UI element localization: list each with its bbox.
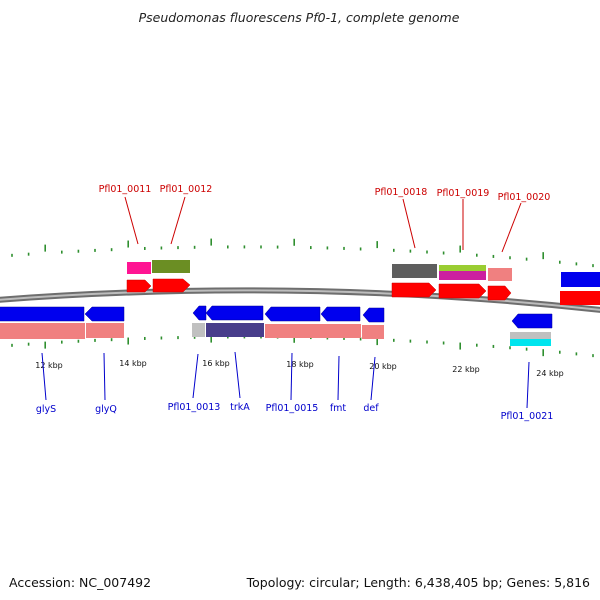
gene-label-glyQ[interactable]: glyQ: [95, 404, 117, 415]
feature-box[interactable]: [192, 323, 205, 337]
feature-box[interactable]: [321, 324, 361, 338]
cds-arrow[interactable]: [487, 285, 512, 301]
feature-box[interactable]: [439, 265, 486, 271]
bottom-tick-row: [11, 335, 594, 358]
cds-arrow[interactable]: [152, 278, 191, 293]
gene-label-Pfl01_0019[interactable]: Pfl01_0019: [437, 188, 490, 199]
gene-label-Pfl01_0012[interactable]: Pfl01_0012: [160, 184, 213, 195]
feature-box[interactable]: [206, 323, 264, 337]
scale-label-20kbp: 20 kbp: [369, 362, 397, 371]
feature-box[interactable]: [265, 324, 321, 338]
gene-label-glyS[interactable]: glyS: [36, 404, 56, 415]
gene-label-fmt[interactable]: fmt: [330, 403, 347, 414]
feature-box[interactable]: [127, 262, 151, 274]
gene-label-Pfl01_0020[interactable]: Pfl01_0020: [498, 192, 551, 203]
feature-box[interactable]: [362, 325, 384, 339]
gene-label-trkA[interactable]: trkA: [230, 402, 250, 413]
feature-box[interactable]: [439, 271, 486, 280]
feature-box[interactable]: [86, 323, 124, 338]
cds-arrow[interactable]: [561, 272, 600, 287]
scale-label-22kbp: 22 kbp: [452, 365, 480, 374]
cds-arrow[interactable]: [320, 306, 361, 322]
forward-strand-features: [126, 260, 600, 305]
gene-label-Pfl01_0015[interactable]: Pfl01_0015: [266, 403, 319, 414]
cds-arrow[interactable]: [264, 306, 321, 322]
feature-box[interactable]: [392, 264, 437, 278]
scale-label-24kbp: 24 kbp: [536, 369, 564, 378]
cds-arrow[interactable]: [391, 282, 437, 298]
accession-label: Accession: NC_007492: [9, 575, 152, 590]
reverse-gene-labels: glyS glyQ Pfl01_0013 trkA Pfl01_0015 fmt…: [36, 402, 554, 422]
cds-arrow[interactable]: [126, 279, 152, 293]
gene-label-Pfl01_0018[interactable]: Pfl01_0018: [375, 187, 428, 198]
reverse-callout-lines: [41, 351, 530, 409]
top-tick-row: [11, 238, 594, 268]
topology-label: Topology: circular; Length: 6,438,405 bp…: [246, 575, 590, 590]
cds-arrow[interactable]: [438, 283, 487, 299]
gene-label-Pfl01_0013[interactable]: Pfl01_0013: [168, 402, 221, 413]
cds-arrow[interactable]: [511, 313, 553, 329]
feature-box[interactable]: [510, 339, 551, 346]
reverse-strand-features: [0, 305, 553, 346]
feature-box[interactable]: [0, 323, 85, 339]
forward-callout-lines: [124, 196, 522, 253]
forward-gene-labels: Pfl01_0011 Pfl01_0012 Pfl01_0018 Pfl01_0…: [99, 184, 551, 203]
cds-arrow[interactable]: [362, 307, 385, 323]
scale-label-18kbp: 18 kbp: [286, 360, 314, 369]
scale-label-16kbp: 16 kbp: [202, 359, 230, 368]
gene-label-Pfl01_0011[interactable]: Pfl01_0011: [99, 184, 152, 195]
cds-arrow[interactable]: [192, 305, 207, 321]
feature-box[interactable]: [488, 268, 512, 281]
scale-label-14kbp: 14 kbp: [119, 359, 147, 368]
gene-label-Pfl01_0021[interactable]: Pfl01_0021: [501, 411, 554, 422]
feature-box[interactable]: [152, 260, 190, 273]
gene-label-def[interactable]: def: [363, 403, 379, 414]
cds-arrow[interactable]: [560, 291, 600, 305]
map-title: Pseudomonas fluorescens Pf0-1, complete …: [139, 10, 460, 25]
scale-label-12kbp: 12 kbp: [35, 361, 63, 370]
feature-box[interactable]: [510, 332, 551, 339]
scale-labels: 12 kbp 14 kbp 16 kbp 18 kbp 20 kbp 22 kb…: [35, 359, 564, 378]
cds-arrow[interactable]: [205, 305, 264, 321]
cds-arrow[interactable]: [84, 306, 125, 322]
backbone-arc-highlight: [0, 289, 600, 311]
cds-arrow[interactable]: [0, 306, 85, 322]
